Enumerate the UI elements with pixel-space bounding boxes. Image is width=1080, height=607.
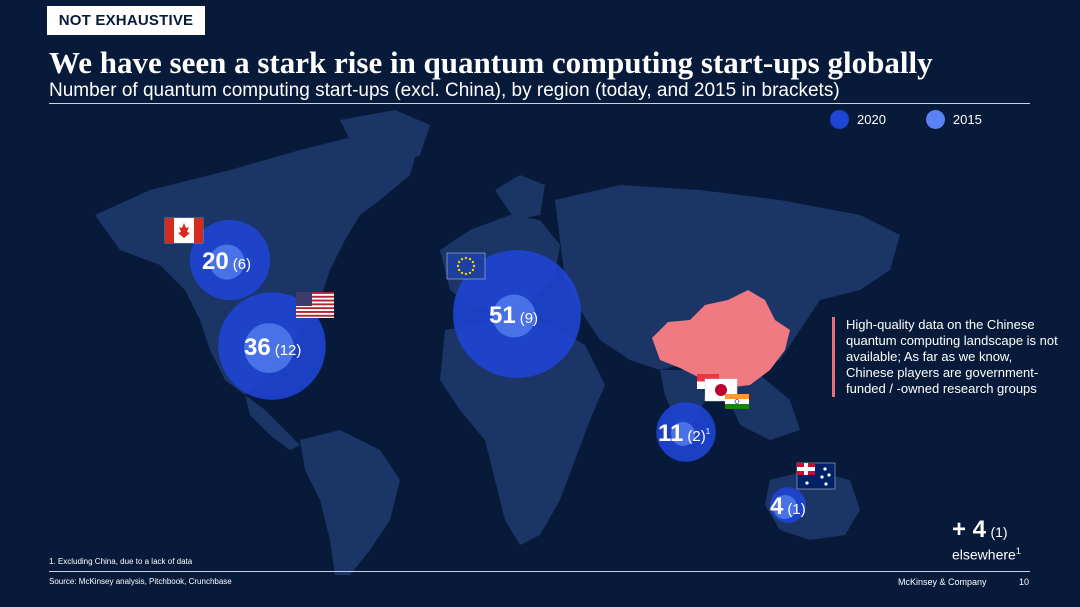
elsewhere-count: + 4 (1) elsewhere1 [952,516,1021,563]
region-value-label: 20 (6) [202,248,251,275]
south-america-shape [300,430,400,575]
singapore-flag-red-band [697,374,719,382]
footnote-marker: 1 [706,427,711,436]
page-number: 10 [1019,577,1030,587]
legend-label-2015: 2015 [952,111,982,127]
australia-flag-union-cross-h [797,467,815,471]
value-2015-label: (6) [233,256,251,273]
eu-star-icon [472,264,476,268]
eu-star-icon [464,272,468,276]
eu-flag [446,252,486,280]
chart-legend: 2020 2015 [830,109,982,129]
china-highlight [652,290,790,388]
eu-star-icon [468,271,472,275]
not-exhaustive-tag: NOT EXHAUSTIVE [47,6,205,35]
value-2020-label: 20 [202,248,229,275]
region-value-label: 4 (1) [770,493,806,520]
canada-flag-right-bar [194,218,203,243]
bubble-2015 [671,422,695,446]
scandinavia-shape [495,175,545,220]
eu-star-icon [471,268,475,272]
eu-star-icon [464,256,468,260]
usa-flag [296,292,334,318]
canada-flag [164,217,204,244]
eu-star-icon [460,257,464,261]
usa-flag-stripe [296,314,334,317]
australia-star-icon [805,481,809,485]
india-flag-saffron [725,394,749,399]
singapore-japan-india-flags [697,374,749,409]
usa-flag-stripe [296,295,334,298]
asia-shape [555,185,900,370]
legend-item-2020: 2020 [830,109,886,129]
page-subtitle: Number of quantum computing start-ups (e… [49,80,840,101]
eu-star-icon [460,271,464,275]
region-labels: 20 (6) 36 (12) 51 (9) 11 (2)1 4 (1) [202,248,806,520]
bubble-2015 [773,495,797,519]
value-2020-label: 11 [658,420,683,447]
region-value-label: 36 (12) [244,334,301,361]
india-chakra-icon [734,399,740,404]
central-america-shape [245,395,300,450]
value-2020-label: 36 [244,334,271,361]
header-divider [49,103,1030,104]
region-value-label: 11 (2)1 [658,420,711,447]
footnote: 1. Excluding China, due to a lack of dat… [49,557,193,566]
value-2015-label: (12) [275,342,302,359]
region-value-label: 51 (9) [489,302,538,329]
india-flag [725,394,749,409]
footer-divider [49,571,1030,572]
southeast-asia-shape [720,375,800,440]
value-2020-label: 51 [489,302,516,329]
australia-star-icon [827,473,831,477]
elsewhere-2015-value: (1) [990,524,1008,540]
elsewhere-footnote-marker: 1 [1015,546,1021,556]
africa-shape [440,320,605,545]
china-note: High-quality data on the Chinese quantum… [832,317,1061,397]
bubble-2015 [209,244,245,280]
australia-star-icon [823,467,827,471]
eu-star-icon [471,260,475,264]
australia-star-icon [820,475,824,479]
india-flag-green [725,404,749,409]
greenland-shape [340,110,430,170]
value-2015-label: (2) [687,428,705,445]
source-note: Source: McKinsey analysis, Pitchbook, Cr… [49,577,232,586]
page-title: We have seen a stark rise in quantum com… [49,45,933,80]
australia-star-icon [824,482,828,486]
usa-flag-stripe [296,307,334,310]
elsewhere-label-text: elsewhere [952,546,1016,563]
usa-flag-canton [296,292,312,306]
usa-flag-stripe [296,299,334,302]
australia-flag [796,462,836,490]
maple-leaf-icon [178,223,190,238]
canada-flag-left-bar [165,218,174,243]
region-flags [164,217,836,490]
bubble-2015 [244,323,294,373]
india-flag-white [725,399,749,404]
legend-label-2020: 2020 [857,111,886,127]
value-2015-label: (9) [520,310,538,327]
value-2015-label: (1) [787,501,805,518]
eu-star-icon [468,257,472,261]
legend-swatch-2020 [830,109,849,129]
elsewhere-label: elsewhere1 [952,546,1021,563]
eu-star-icon [457,268,461,272]
eu-star-icon [457,260,461,264]
bubble-2015 [492,294,536,338]
value-2020-label: 4 [770,493,784,520]
eu-star-icon [456,264,460,268]
brand-name: McKinsey & Company [898,577,987,587]
legend-swatch-2015 [925,109,945,129]
elsewhere-2020-value: + 4 [952,516,987,543]
usa-flag-stripe [296,311,334,313]
legend-item-2015: 2015 [925,109,982,129]
china-shape [652,290,790,388]
usa-flag-stripe [296,292,334,294]
usa-flag-stripe [296,303,334,306]
region-bubbles [189,219,806,523]
japan-flag-sun [715,384,727,396]
